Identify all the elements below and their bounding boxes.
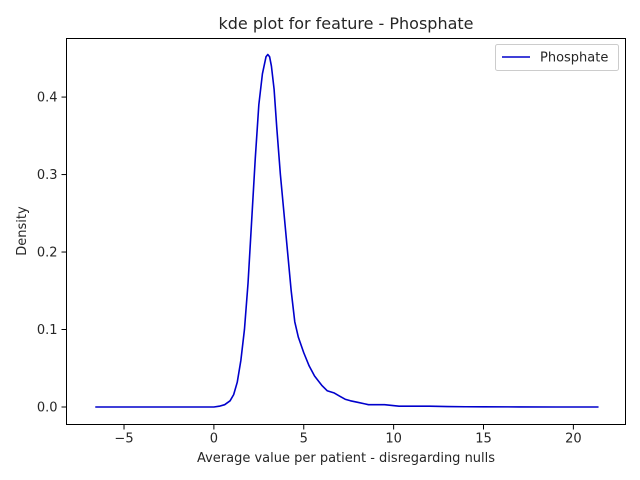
y-tick-label: 0.2 (37, 246, 58, 261)
x-axis: −5 0 5 10 15 20 (114, 424, 582, 447)
y-tick-label: 0.1 (37, 323, 58, 338)
plot-area: −5 0 5 10 15 20 0.0 0.1 0.2 0.3 0.4 (37, 38, 626, 447)
x-tick-label: −5 (114, 432, 133, 447)
series-line-phosphate (95, 53, 599, 408)
chart-title: kde plot for feature - Phosphate (218, 14, 473, 33)
legend-box (495, 44, 619, 71)
y-axis-label: Density (15, 206, 30, 256)
y-axis: 0.0 0.1 0.2 0.3 0.4 (37, 91, 67, 415)
legend-label-phosphate: Phosphate (540, 51, 608, 66)
y-tick-label: 0.0 (37, 400, 58, 415)
legend: Phosphate (495, 44, 619, 71)
y-tick-label: 0.3 (37, 168, 58, 183)
x-tick-label: 5 (300, 432, 308, 447)
y-tick-label: 0.4 (37, 91, 58, 106)
x-tick-label: 10 (385, 432, 402, 447)
x-axis-label: Average value per patient - disregarding… (197, 451, 495, 466)
x-tick-label: 20 (565, 432, 582, 447)
plot-frame (66, 38, 626, 425)
x-tick-label: 15 (475, 432, 492, 447)
x-tick-label: 0 (210, 432, 218, 447)
